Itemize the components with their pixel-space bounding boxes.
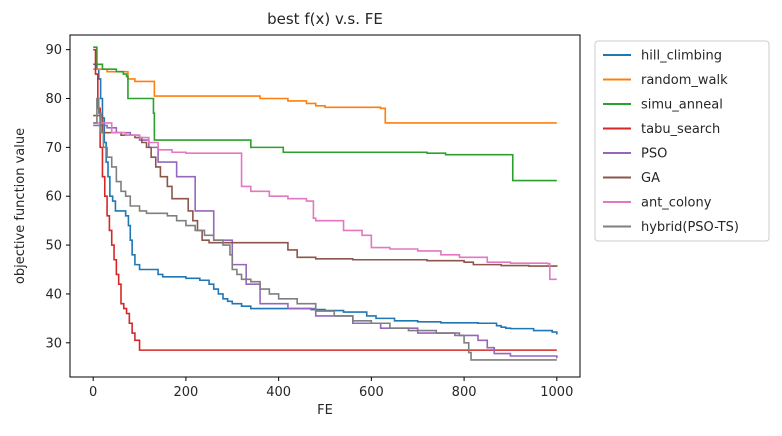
y-tick-label: 50 (45, 239, 62, 254)
legend-label: hill_climbing (641, 49, 722, 64)
series-line-tabu-search (93, 48, 557, 351)
y-tick-label: 70 (45, 141, 62, 156)
y-tick-label: 90 (45, 43, 62, 58)
y-axis-title: objective function value (13, 128, 28, 284)
x-tick-label: 0 (89, 385, 97, 400)
legend-label: ant_colony (641, 196, 712, 211)
x-axis-title: FE (317, 403, 333, 418)
legend-label: random_walk (641, 73, 728, 88)
series-line-ant-colony (93, 122, 557, 281)
legend-label: PSO (641, 147, 667, 162)
x-tick-label: 600 (359, 385, 384, 400)
plot-area (93, 46, 558, 361)
y-tick-label: 80 (45, 92, 62, 107)
plot-frame (69, 34, 581, 378)
y-tick-label: 60 (45, 190, 62, 205)
series-line-hybrid-pso-ts (93, 97, 557, 361)
x-tick-label: 400 (266, 385, 291, 400)
chart-title: best f(x) v.s. FE (267, 10, 383, 28)
x-axis: 0 200 400 600 800 1000 (89, 377, 573, 400)
x-tick-label: 800 (452, 385, 477, 400)
series-line-simu-anneal (93, 46, 557, 182)
y-axis: 30 40 50 60 70 80 90 (45, 43, 70, 351)
legend: hill_climbing random_walk simu_anneal tabu_… (594, 40, 770, 242)
x-tick-label: 200 (173, 385, 198, 400)
legend-label: GA (641, 171, 660, 186)
series-line-ga (93, 114, 558, 267)
series-line-random-walk (93, 68, 557, 124)
series-line-hill-climbing (93, 63, 558, 335)
legend-frame (594, 40, 770, 242)
legend-label: hybrid(PSO-TS) (641, 220, 739, 235)
y-tick-label: 30 (45, 336, 62, 351)
legend-label: tabu_search (641, 122, 720, 137)
legend-label: simu_anneal (641, 98, 723, 113)
y-tick-label: 40 (45, 287, 62, 302)
x-tick-label: 1000 (540, 385, 573, 400)
